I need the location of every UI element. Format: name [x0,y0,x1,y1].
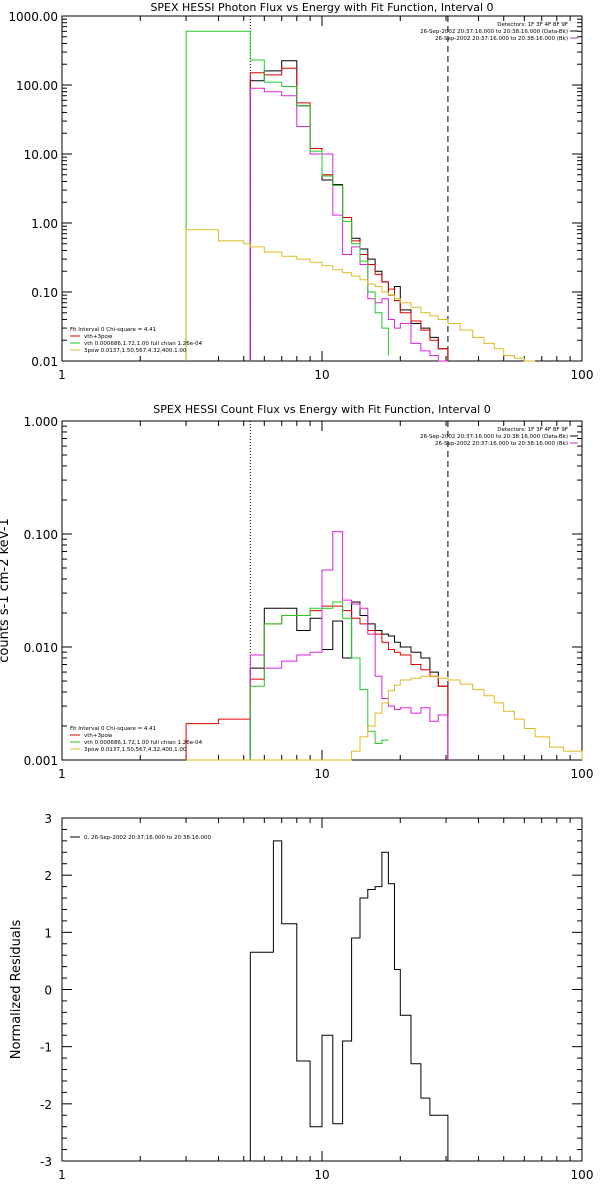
y-axis-label: Normalized Residuals [9,920,24,1060]
x-tick-label: 10 [314,767,329,781]
y-tick-label: 0.01 [31,355,58,369]
y-tick-label: 1.000 [24,415,58,429]
y-tick-label: 10.00 [24,148,58,162]
legend-item: vth+3pow [84,334,113,340]
chart-panel-0: SPEX HESSI Photon Flux vs Energy with Fi… [8,1,593,382]
legend-item: vth 0.000686,1.72,1.00 full chian 1.26e-… [84,341,203,347]
series-black-line [249,601,449,760]
chart-title: SPEX HESSI Photon Flux vs Energy with Fi… [150,1,493,14]
series-green-line [185,30,389,361]
x-axis: 1 10 100 [58,818,593,1182]
series-magenta-line [249,531,449,760]
chart-title: SPEX HESSI Count Flux vs Energy with Fit… [153,403,490,416]
y-tick-label: 1 [44,926,52,940]
x-tick-label: 1 [58,767,66,781]
y-tick-label: 1.00 [31,217,58,231]
series-yellow-line [185,229,536,362]
y-tick-label: 0.100 [24,528,58,542]
y-tick-label: -1 [40,1041,52,1055]
legend-entry: 26-Sep-2002 20:37:16.000 to 20:38:16.000… [435,441,568,447]
y-tick-label: 3 [44,812,52,826]
y-tick-label: 0.010 [24,641,58,655]
series-magenta-line [249,87,448,362]
legend-bottom-left: Fit Interval 0 Chi-square = 4.41vth+3pow… [70,327,203,354]
y-tick-label: -3 [40,1155,52,1169]
y-axis: 0.01 0.10 1.00 10.00 100.00 1000.00 [8,10,582,369]
y-axis: -3 -2 -1 0 1 2 3 [40,812,582,1169]
y-tick-label: 0.001 [24,754,58,768]
legend-item: 0, 26-Sep-2002 20:37:16.000 to 20:38:16.… [84,835,211,841]
series-red-line [249,67,449,361]
legend-entry: 26-Sep-2002 20:37:16.000 to 20:38:16.000… [435,36,568,42]
x-tick-label: 100 [571,767,594,781]
plot-frame [61,15,583,362]
legend-bottom-left: 0, 26-Sep-2002 20:37:16.000 to 20:38:16.… [70,835,211,841]
series-green-line [249,601,389,760]
x-tick-label: 100 [571,368,594,382]
legend-entry: 26-Sep-2002 20:37:16.000 to 20:38:16.000… [420,434,568,440]
y-tick-label: 100.00 [16,79,58,93]
legend-bottom-left: Fit Interval 0 Chi-square = 4.41vth+3pow… [70,726,203,753]
y-tick-label: 0 [44,984,52,998]
x-tick-label: 1 [58,368,66,382]
x-axis: 1 10 100 [58,16,593,382]
legend-entry: Detectors: 1F 3F 4F 8F 9F [497,22,568,28]
x-tick-label: 10 [314,1168,329,1182]
x-tick-label: 100 [571,1168,594,1182]
x-tick-label: 1 [58,1168,66,1182]
y-tick-label: 1000.00 [8,10,58,24]
y-axis: 0.001 0.010 0.100 1.000 [24,415,582,768]
legend-item: vth+3pow [84,733,113,739]
legend-item: 3pow 0.0137,1.50,567,4.32,400,1.00 [84,348,187,354]
chart-panel-1: SPEX HESSI Count Flux vs Energy with Fit… [0,403,593,781]
y-tick-label: 2 [44,869,52,883]
legend-entry: 26-Sep-2002 20:37:16.000 to 20:38:16.000… [420,29,568,35]
legend-entry: Detectors: 1F 3F 4F 8F 9F [497,427,568,433]
legend-item: 3pow 0.0137,1.50,567,4.32,400,1.00 [84,747,187,753]
series-black-line [249,60,449,361]
legend-header: Fit Interval 0 Chi-square = 4.41 [70,327,156,333]
chart-panel-2: 1 10 100 -3 -2 -1 0 1 2 3 Normalized Residuals 0, 2… [9,812,593,1182]
series-black-line [249,840,449,1161]
series-red-line [185,605,449,760]
legend-header: Fit Interval 0 Chi-square = 4.41 [70,726,156,732]
x-tick-label: 10 [314,368,329,382]
y-axis-label: counts s-1 cm-2 keV-1 [0,518,12,663]
y-tick-label: 0.10 [31,286,58,300]
y-tick-label: -2 [40,1098,52,1112]
legend-item: vth 0.000686,1.72,1.00 full chian 1.26e-… [84,740,203,746]
series-yellow-line [186,675,583,761]
